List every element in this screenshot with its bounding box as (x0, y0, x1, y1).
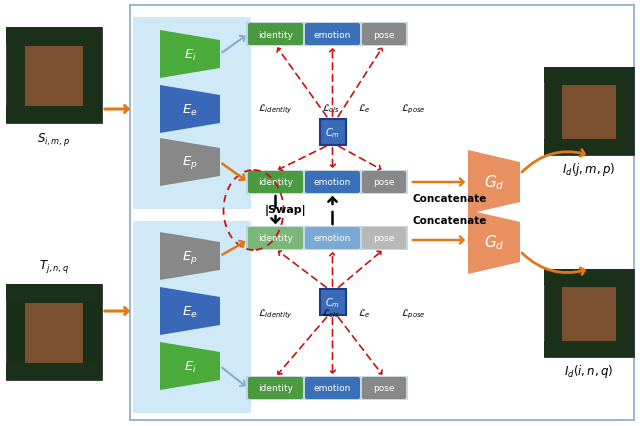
Bar (562, 85, 616, 142)
Text: identity: identity (258, 178, 293, 187)
Text: $\mathcal{L}_{pose}$: $\mathcal{L}_{pose}$ (401, 307, 426, 320)
Polygon shape (160, 233, 220, 280)
FancyBboxPatch shape (305, 24, 360, 46)
FancyBboxPatch shape (305, 377, 360, 399)
Bar (562, 287, 616, 344)
Bar (133, 18, 251, 210)
Bar (246, 23, 408, 47)
Text: identity: identity (258, 234, 293, 243)
FancyBboxPatch shape (305, 172, 360, 193)
Bar (544, 269, 634, 285)
Text: $E_e$: $E_e$ (182, 304, 198, 319)
Bar (544, 341, 634, 357)
FancyBboxPatch shape (362, 377, 406, 399)
FancyBboxPatch shape (362, 227, 406, 249)
Text: Concatenate: Concatenate (412, 216, 486, 225)
Bar (544, 68, 634, 83)
Bar (319, 289, 346, 315)
FancyBboxPatch shape (248, 227, 303, 249)
Text: $S_{i,m,p}$: $S_{i,m,p}$ (38, 131, 70, 148)
Text: $\mathcal{L}_{pose}$: $\mathcal{L}_{pose}$ (401, 102, 426, 115)
Text: pose: pose (373, 30, 395, 40)
Bar (246, 170, 408, 195)
Text: pose: pose (373, 178, 395, 187)
Polygon shape (160, 342, 220, 390)
Text: Concatenate: Concatenate (412, 193, 486, 204)
Bar (25, 47, 83, 109)
Text: $E_e$: $E_e$ (182, 102, 198, 117)
Text: $C_m$: $C_m$ (325, 295, 340, 309)
Bar (6, 28, 102, 45)
FancyBboxPatch shape (362, 172, 406, 193)
Polygon shape (160, 287, 220, 335)
Text: $G_d$: $G_d$ (484, 233, 504, 252)
Bar (246, 227, 408, 250)
FancyBboxPatch shape (305, 227, 360, 249)
FancyBboxPatch shape (248, 377, 303, 399)
Bar (6, 28, 102, 124)
Bar (246, 376, 408, 400)
Text: $E_p$: $E_p$ (182, 248, 198, 265)
Text: $C_m$: $C_m$ (325, 126, 340, 140)
Text: pose: pose (373, 234, 395, 243)
Bar (544, 68, 634, 155)
FancyBboxPatch shape (248, 24, 303, 46)
FancyBboxPatch shape (362, 24, 406, 46)
Bar (6, 106, 102, 124)
Text: emotion: emotion (314, 234, 351, 243)
Bar (544, 140, 634, 155)
Bar (544, 269, 634, 357)
Polygon shape (160, 31, 220, 79)
Text: pose: pose (373, 383, 395, 393)
Text: $\mathcal{L}_{e}$: $\mathcal{L}_{e}$ (358, 307, 371, 320)
Polygon shape (160, 139, 220, 187)
Text: identity: identity (258, 30, 293, 40)
Bar (25, 303, 83, 366)
Text: identity: identity (258, 383, 293, 393)
Text: $\mathcal{L}_{cls}$: $\mathcal{L}_{cls}$ (322, 102, 340, 115)
Text: $E_i$: $E_i$ (184, 359, 196, 374)
Text: $I_d(j,m,p)$: $I_d(j,m,p)$ (563, 161, 616, 178)
Text: |Swap|: |Swap| (265, 205, 307, 216)
Bar (6, 363, 102, 380)
Text: emotion: emotion (314, 178, 351, 187)
Polygon shape (468, 210, 520, 274)
Bar (6, 284, 102, 380)
FancyBboxPatch shape (248, 172, 303, 193)
Bar (319, 120, 346, 146)
Text: $\mathcal{L}_{identity}$: $\mathcal{L}_{identity}$ (258, 307, 293, 320)
Text: emotion: emotion (314, 383, 351, 393)
Bar (6, 284, 102, 302)
Text: $G_d$: $G_d$ (484, 173, 504, 192)
Polygon shape (160, 86, 220, 134)
Text: emotion: emotion (314, 30, 351, 40)
Text: $\mathcal{L}_{cls}$: $\mathcal{L}_{cls}$ (322, 307, 340, 320)
Text: $E_i$: $E_i$ (184, 47, 196, 62)
Text: $I_d(i,n,q)$: $I_d(i,n,q)$ (564, 362, 614, 379)
Text: $\mathcal{L}_{identity}$: $\mathcal{L}_{identity}$ (258, 102, 293, 115)
Text: $T_{j,n,q}$: $T_{j,n,q}$ (39, 257, 69, 274)
Polygon shape (468, 151, 520, 215)
Text: $\mathcal{L}_{e}$: $\mathcal{L}_{e}$ (358, 102, 371, 115)
Bar (133, 222, 251, 413)
Text: $E_p$: $E_p$ (182, 154, 198, 171)
